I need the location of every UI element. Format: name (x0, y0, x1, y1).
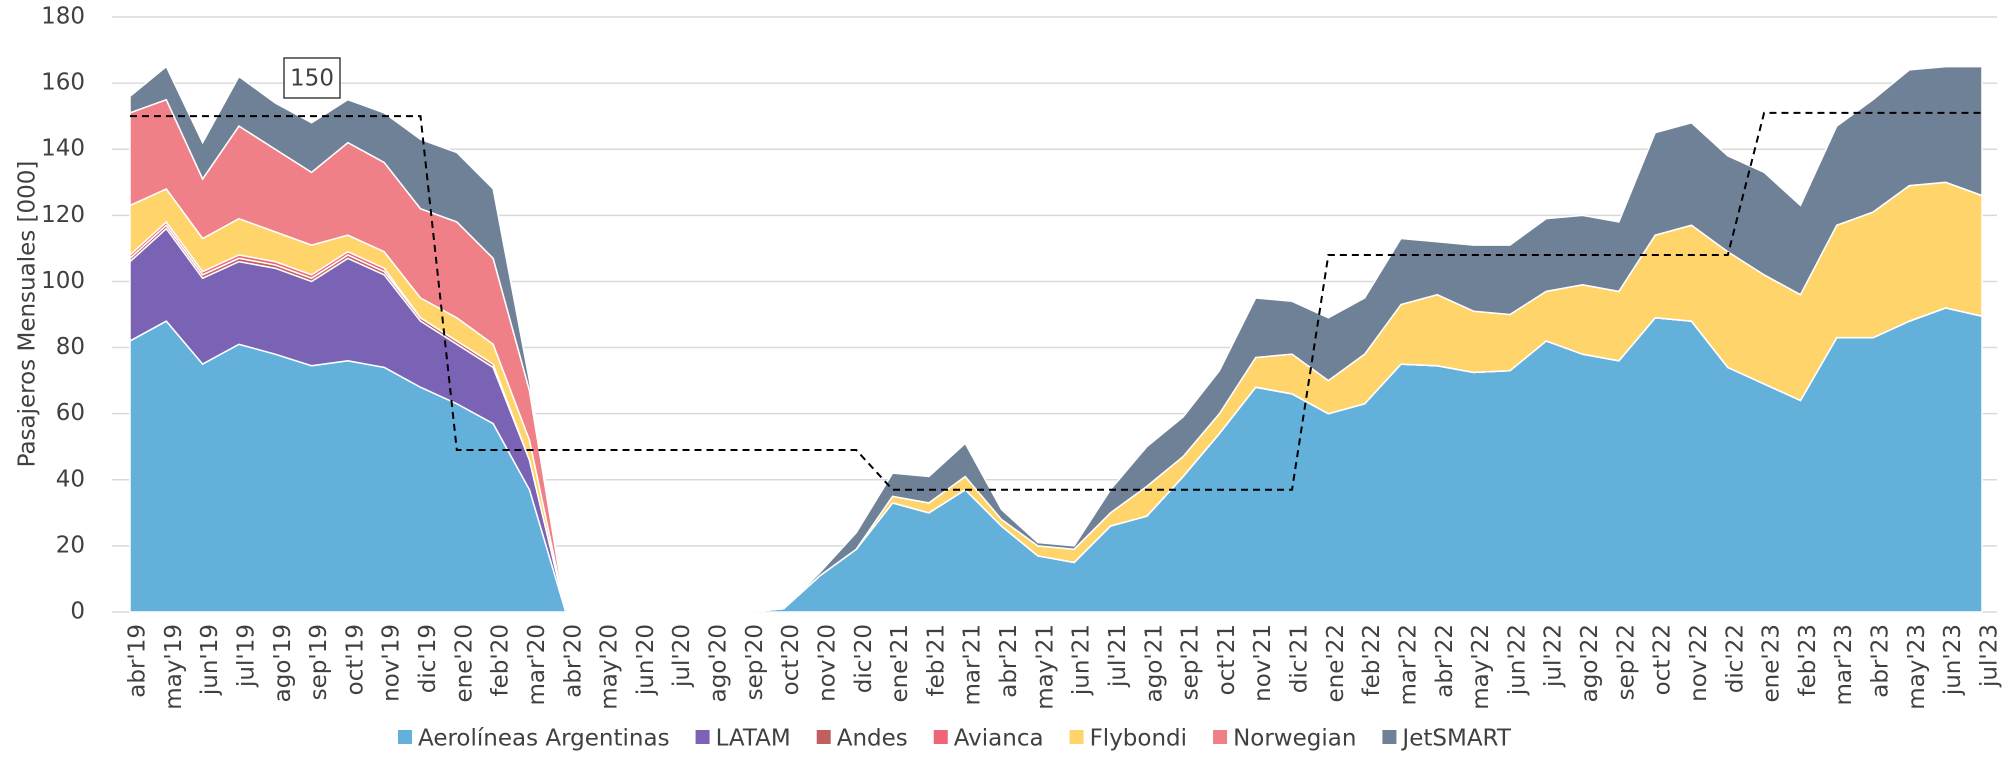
y-tick-label: 80 (56, 334, 85, 360)
x-tick-label: mar'23 (1831, 624, 1857, 706)
legend-label: Flybondi (1090, 726, 1187, 752)
y-tick-label: 120 (41, 202, 85, 228)
x-tick-label: may'20 (597, 624, 623, 710)
legend-label: Norwegian (1233, 726, 1356, 752)
x-tick-label: ene'21 (887, 624, 913, 702)
x-tick-label: abr'22 (1432, 624, 1458, 698)
y-tick-label: 140 (41, 136, 85, 162)
x-tick-label: abr'20 (560, 624, 586, 698)
x-tick-label: jul'20 (669, 624, 695, 688)
legend-swatch (1069, 730, 1084, 744)
x-tick-label: jul'22 (1541, 624, 1567, 688)
legend-label: JetSMART (1400, 726, 1511, 752)
x-tick-label: jun'22 (1504, 624, 1530, 696)
x-tick-label: ene'22 (1323, 624, 1349, 702)
x-tick-label: mar'21 (960, 624, 986, 706)
legend-swatch (816, 730, 831, 744)
legend-swatch (933, 730, 948, 744)
x-tick-label: may'19 (161, 624, 187, 710)
x-tick-label: dic'19 (415, 624, 441, 693)
x-tick-label: ago'22 (1577, 624, 1603, 702)
area (129, 65, 1983, 613)
x-tick-label: feb'23 (1795, 624, 1821, 696)
x-tick-label: may'22 (1468, 624, 1494, 710)
x-tick-label: sep'20 (742, 624, 768, 700)
legend-swatch (1382, 730, 1397, 744)
y-tick-label: 40 (56, 466, 85, 492)
x-tick-label: oct'22 (1650, 624, 1676, 695)
y-tick-label: 180 (41, 4, 85, 30)
x-tick-label: dic'20 (851, 624, 877, 693)
x-tick-label: oct'21 (1214, 624, 1240, 695)
x-tick-label: ene'20 (451, 624, 477, 702)
x-tick-label: nov'19 (379, 624, 405, 702)
x-tick-label: nov'22 (1686, 624, 1712, 702)
legend-swatch (1213, 730, 1228, 744)
y-tick-label: 100 (41, 268, 85, 294)
x-tick-label: may'23 (1904, 624, 1930, 710)
legend-label: Avianca (954, 726, 1044, 752)
x-tick-label: jun'21 (1069, 624, 1095, 696)
x-tick-label: may'21 (1032, 624, 1058, 710)
x-tick-label: sep'22 (1613, 624, 1639, 700)
y-tick-label: 60 (56, 400, 85, 426)
y-tick-label: 0 (70, 599, 85, 625)
x-tick-label: mar'20 (524, 624, 550, 706)
x-tick-label: ago'19 (270, 624, 296, 702)
x-tick-label: abr'23 (1868, 624, 1894, 698)
x-tick-label: ago'21 (1141, 624, 1167, 702)
x-tick-label: ene'23 (1759, 624, 1785, 702)
legend-swatch (695, 730, 710, 744)
x-tick-label: oct'19 (342, 624, 368, 695)
x-tick-label: feb'20 (488, 624, 514, 696)
y-tick-label: 20 (56, 532, 85, 558)
x-tick-label: oct'20 (778, 624, 804, 695)
y-axis-label: Pasajeros Mensuales [000] (15, 161, 41, 468)
x-tick-label: abr'19 (125, 624, 151, 698)
annotation-box (283, 57, 341, 99)
x-tick-label: feb'21 (923, 624, 949, 696)
x-tick-label: nov'21 (1250, 624, 1276, 702)
x-tick-label: ago'20 (706, 624, 732, 702)
reference-line (130, 111, 1982, 491)
x-tick-label: jun'19 (197, 624, 223, 696)
legend-label: LATAM (716, 726, 791, 752)
x-tick-label: jun'23 (1940, 624, 1966, 696)
x-tick-label: jul'19 (233, 624, 259, 688)
x-tick-label: jul'23 (1977, 624, 2002, 688)
x-tick-label: jul'21 (1105, 624, 1131, 688)
x-tick-label: nov'20 (814, 624, 840, 702)
x-tick-label: mar'22 (1395, 624, 1421, 706)
x-tick-label: feb'22 (1359, 624, 1385, 696)
x-tick-label: sep'21 (1178, 624, 1204, 700)
annotation: 150 (290, 66, 334, 92)
legend-label: Aerolíneas Argentinas (418, 726, 670, 752)
y-tick-label: 160 (41, 70, 85, 96)
x-tick-label: abr'21 (996, 624, 1022, 698)
x-tick-label: dic'21 (1287, 624, 1313, 693)
x-tick-label: sep'19 (306, 624, 332, 700)
x-tick-label: dic'22 (1722, 624, 1748, 693)
legend-swatch (398, 730, 412, 744)
legend-label: Andes (837, 726, 908, 752)
x-tick-label: jun'20 (633, 624, 659, 696)
